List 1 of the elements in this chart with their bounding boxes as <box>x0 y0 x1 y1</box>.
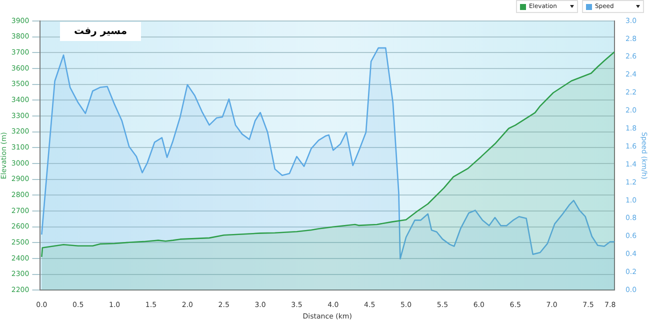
text: مسیر رفت <box>60 22 142 41</box>
